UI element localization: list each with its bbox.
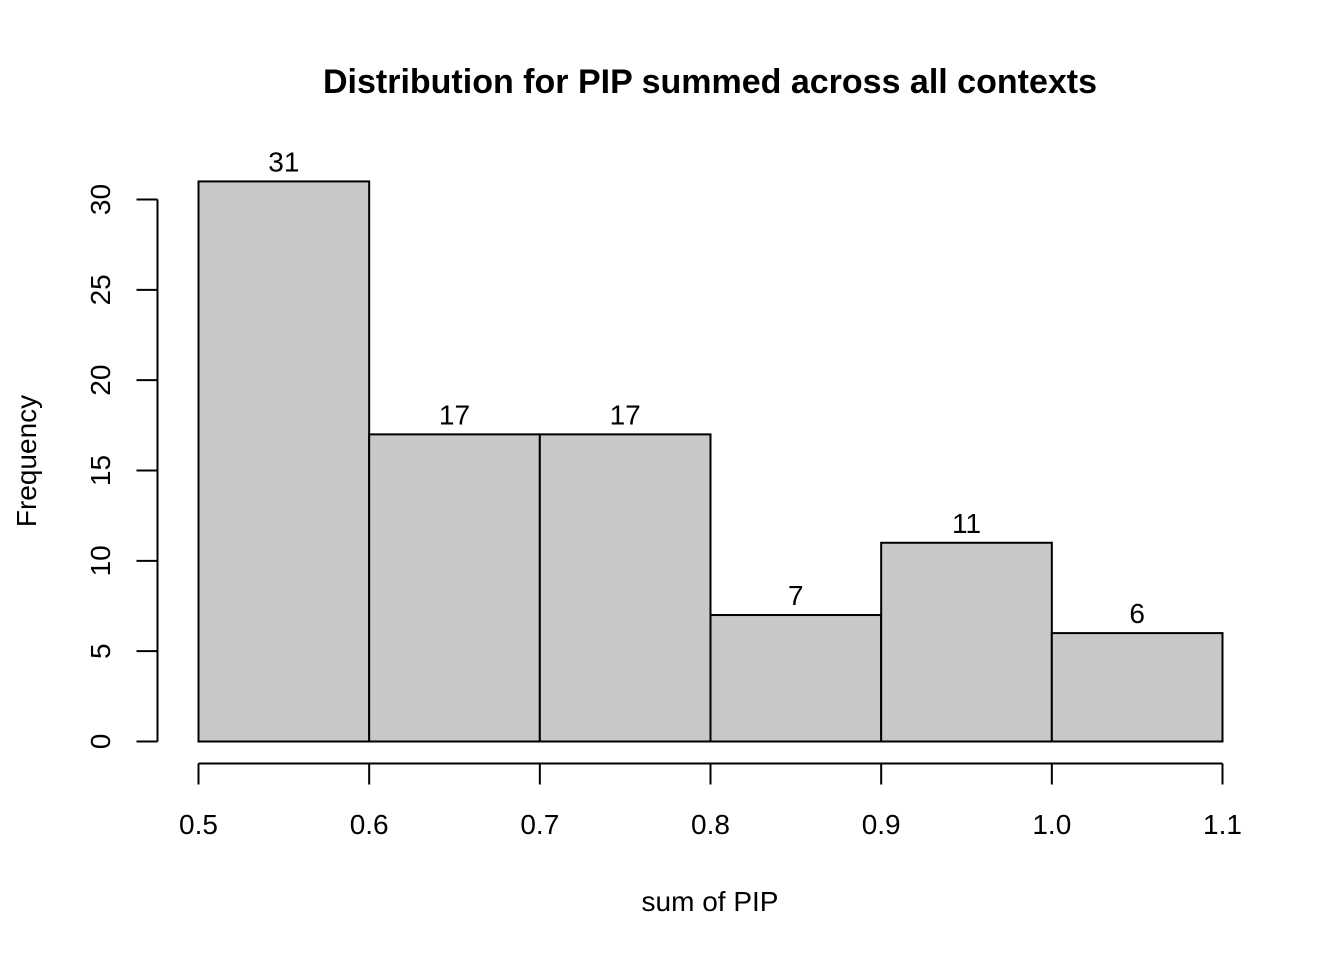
y-tick-label-2: 10 <box>85 545 116 576</box>
histogram-bar-5 <box>1050 632 1224 743</box>
bar-count-label-1: 17 <box>439 399 470 430</box>
y-tick-label-4: 20 <box>85 365 116 396</box>
x-tick-label-5: 1.0 <box>1032 809 1071 840</box>
bar-count-label-3: 7 <box>788 580 804 611</box>
chart-title: Distribution for PIP summed across all c… <box>323 63 1097 101</box>
y-tick-label-5: 25 <box>85 274 116 305</box>
x-tick-label-3: 0.8 <box>691 809 730 840</box>
histogram-bar-2 <box>538 433 712 743</box>
x-tick-label-6: 1.1 <box>1203 809 1242 840</box>
bar-count-label-0: 31 <box>268 146 299 177</box>
y-tick-label-6: 30 <box>85 184 116 215</box>
histogram-bar-3 <box>709 614 883 743</box>
y-axis-label: Frequency <box>11 395 42 527</box>
x-tick-label-4: 0.9 <box>862 809 901 840</box>
x-axis: 0.5 0.6 0.7 0.8 0.9 1.0 1.1 <box>179 762 1242 840</box>
histogram-bar-4 <box>880 541 1053 743</box>
y-tick-label-1: 5 <box>85 643 116 659</box>
y-tick-label-3: 15 <box>85 455 116 486</box>
bars-group <box>197 180 1224 743</box>
x-axis-label: sum of PIP <box>642 886 779 917</box>
histogram-bar-1 <box>368 433 541 743</box>
x-tick-label-0: 0.5 <box>179 809 218 840</box>
y-tick-label-0: 0 <box>85 734 116 750</box>
y-axis: 0 5 10 15 20 25 30 <box>85 184 159 750</box>
bar-count-label-4: 11 <box>952 508 981 539</box>
histogram-bar-0 <box>197 180 371 743</box>
data-labels-group: 31 17 17 7 11 6 <box>268 146 1145 629</box>
bar-count-label-5: 6 <box>1129 598 1145 629</box>
x-tick-label-1: 0.6 <box>350 809 389 840</box>
bar-count-label-2: 17 <box>610 399 641 430</box>
x-tick-label-2: 0.7 <box>520 809 559 840</box>
